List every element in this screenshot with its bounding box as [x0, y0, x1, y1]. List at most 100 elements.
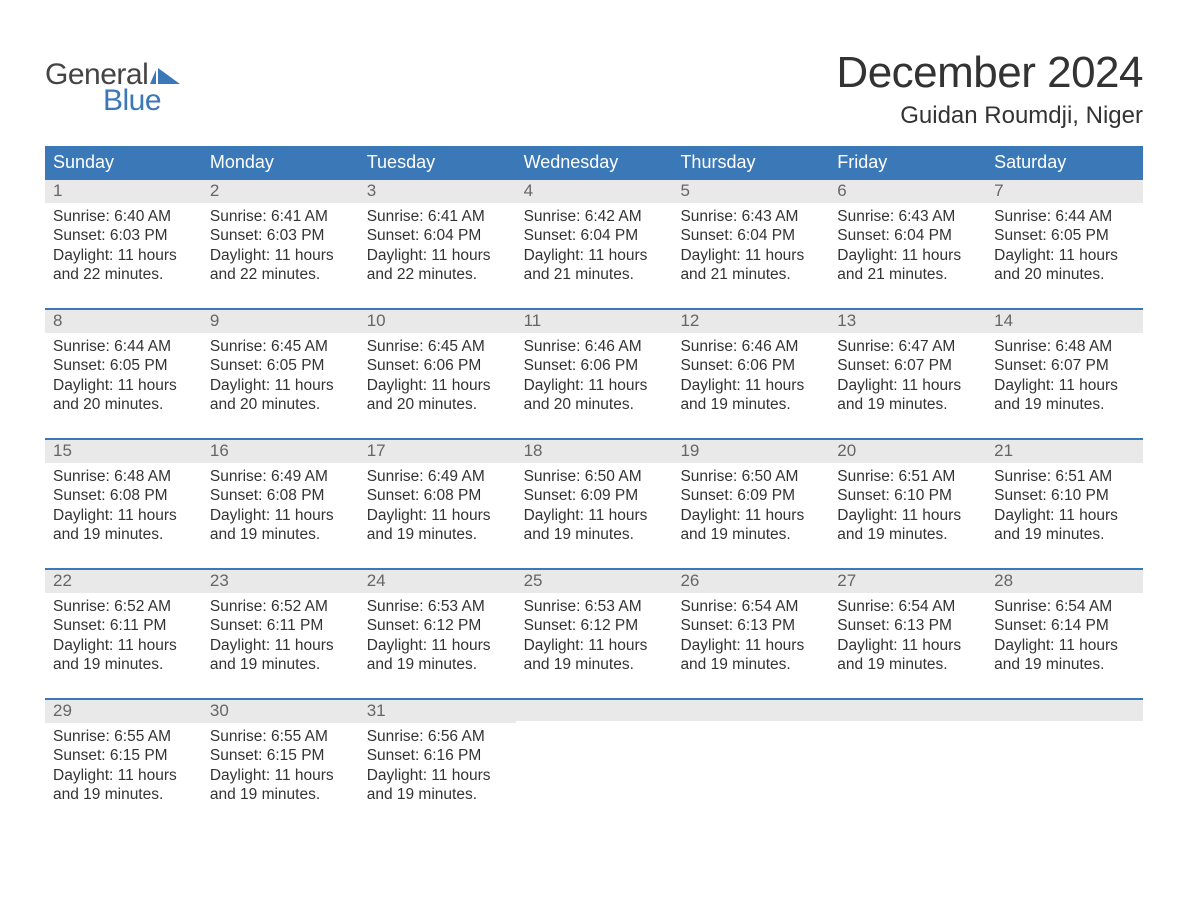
- sunset-line: Sunset: 6:07 PM: [994, 356, 1135, 375]
- daylight-line1: Daylight: 11 hours: [53, 766, 194, 785]
- sunrise-line: Sunrise: 6:53 AM: [524, 597, 665, 616]
- day-number-row: 4: [516, 180, 673, 203]
- day-cell: 3Sunrise: 6:41 AMSunset: 6:04 PMDaylight…: [359, 180, 516, 308]
- daylight-line1: Daylight: 11 hours: [53, 376, 194, 395]
- day-number-row: 12: [672, 310, 829, 333]
- day-number-row: 15: [45, 440, 202, 463]
- daylight-line1: Daylight: 11 hours: [680, 246, 821, 265]
- daylight-line2: and 21 minutes.: [524, 265, 665, 284]
- sunrise-line: Sunrise: 6:45 AM: [210, 337, 351, 356]
- day-number-row: 21: [986, 440, 1143, 463]
- day-body: Sunrise: 6:52 AMSunset: 6:11 PMDaylight:…: [202, 593, 359, 681]
- sunrise-line: Sunrise: 6:53 AM: [367, 597, 508, 616]
- day-cell: 25 Sunrise: 6:53 AMSunset: 6:12 PMDayligh…: [516, 570, 673, 698]
- day-number: 2: [210, 181, 219, 200]
- daylight-line2: and 19 minutes.: [837, 525, 978, 544]
- sunrise-line: Sunrise: 6:44 AM: [994, 207, 1135, 226]
- day-number-row: 18: [516, 440, 673, 463]
- daylight-line2: and 19 minutes.: [210, 655, 351, 674]
- day-number-row: 5: [672, 180, 829, 203]
- day-number: 10: [367, 311, 386, 330]
- weekday-saturday: Saturday: [986, 146, 1143, 180]
- sunrise-line: Sunrise: 6:46 AM: [524, 337, 665, 356]
- daylight-line1: Daylight: 11 hours: [837, 246, 978, 265]
- day-number: 9: [210, 311, 219, 330]
- daylight-line2: and 20 minutes.: [210, 395, 351, 414]
- daylight-line1: Daylight: 11 hours: [994, 636, 1135, 655]
- day-number-row: 14: [986, 310, 1143, 333]
- daylight-line2: and 19 minutes.: [994, 525, 1135, 544]
- logo-flag-icon: [150, 64, 180, 84]
- daylight-line1: Daylight: 11 hours: [53, 636, 194, 655]
- daylight-line1: Daylight: 11 hours: [524, 636, 665, 655]
- sunset-line: Sunset: 6:15 PM: [210, 746, 351, 765]
- daylight-line2: and 21 minutes.: [837, 265, 978, 284]
- week-row: 15 Sunrise: 6:48 AMSunset: 6:08 PMDayligh…: [45, 438, 1143, 568]
- day-number: 30: [210, 701, 229, 720]
- day-body: Sunrise: 6:45 AMSunset: 6:05 PMDaylight:…: [202, 333, 359, 421]
- daylight-line1: Daylight: 11 hours: [680, 506, 821, 525]
- week-row: 22Sunrise: 6:52 AMSunset: 6:11 PMDayligh…: [45, 568, 1143, 698]
- day-number-row: 7: [986, 180, 1143, 203]
- sunrise-line: Sunrise: 6:45 AM: [367, 337, 508, 356]
- sunrise-line: Sunrise: 6:50 AM: [524, 467, 665, 486]
- day-body: Sunrise: 6:53 AMSunset: 6:12 PMDaylight:…: [359, 593, 516, 681]
- day-number: 8: [53, 311, 62, 330]
- day-number-row: 31: [359, 700, 516, 723]
- week-row: 29Sunrise: 6:55 AMSunset: 6:15 PMDayligh…: [45, 698, 1143, 828]
- day-number-row: 6: [829, 180, 986, 203]
- day-cell: 11Sunrise: 6:46 AMSunset: 6:06 PMDayligh…: [516, 310, 673, 438]
- sunrise-line: Sunrise: 6:55 AM: [53, 727, 194, 746]
- day-number: 3: [367, 181, 376, 200]
- title-block: December 2024 Guidan Roumdji, Niger: [836, 40, 1143, 140]
- day-cell: 2Sunrise: 6:41 AMSunset: 6:03 PMDaylight…: [202, 180, 359, 308]
- header: General Blue December 2024 Guidan Roumdj…: [45, 40, 1143, 140]
- sunset-line: Sunset: 6:06 PM: [680, 356, 821, 375]
- sunset-line: Sunset: 6:15 PM: [53, 746, 194, 765]
- sunrise-line: Sunrise: 6:49 AM: [367, 467, 508, 486]
- daylight-line2: and 20 minutes.: [53, 395, 194, 414]
- daylight-line1: Daylight: 11 hours: [367, 246, 508, 265]
- daylight-line2: and 19 minutes.: [53, 655, 194, 674]
- sunset-line: Sunset: 6:03 PM: [210, 226, 351, 245]
- daylight-line1: Daylight: 11 hours: [994, 376, 1135, 395]
- sunset-line: Sunset: 6:12 PM: [524, 616, 665, 635]
- day-cell: 9 Sunrise: 6:45 AMSunset: 6:05 PMDaylight…: [202, 310, 359, 438]
- day-body: Sunrise: 6:54 AMSunset: 6:13 PMDaylight:…: [829, 593, 986, 681]
- day-number: 18: [524, 441, 543, 460]
- sunrise-line: Sunrise: 6:51 AM: [994, 467, 1135, 486]
- weekday-tuesday: Tuesday: [359, 146, 516, 180]
- day-number: 13: [837, 311, 856, 330]
- day-number: 26: [680, 571, 699, 590]
- day-number: 5: [680, 181, 689, 200]
- sunrise-line: Sunrise: 6:49 AM: [210, 467, 351, 486]
- day-number-row: 27: [829, 570, 986, 593]
- day-cell: 26Sunrise: 6:54 AMSunset: 6:13 PMDayligh…: [672, 570, 829, 698]
- day-cell: [516, 700, 673, 828]
- sunrise-line: Sunrise: 6:54 AM: [837, 597, 978, 616]
- daylight-line1: Daylight: 11 hours: [367, 376, 508, 395]
- sunset-line: Sunset: 6:04 PM: [524, 226, 665, 245]
- day-cell: 7Sunrise: 6:44 AMSunset: 6:05 PMDaylight…: [986, 180, 1143, 308]
- day-cell: 22Sunrise: 6:52 AMSunset: 6:11 PMDayligh…: [45, 570, 202, 698]
- sunrise-line: Sunrise: 6:48 AM: [994, 337, 1135, 356]
- sunrise-line: Sunrise: 6:52 AM: [210, 597, 351, 616]
- day-number: 1: [53, 181, 62, 200]
- day-number-row: 19: [672, 440, 829, 463]
- day-number-row-empty: [986, 700, 1143, 721]
- day-cell: 20Sunrise: 6:51 AMSunset: 6:10 PMDayligh…: [829, 440, 986, 568]
- day-number: 15: [53, 441, 72, 460]
- daylight-line1: Daylight: 11 hours: [837, 506, 978, 525]
- day-body: Sunrise: 6:46 AMSunset: 6:06 PMDaylight:…: [516, 333, 673, 421]
- sunset-line: Sunset: 6:05 PM: [994, 226, 1135, 245]
- day-number-row: 9: [202, 310, 359, 333]
- daylight-line2: and 21 minutes.: [680, 265, 821, 284]
- day-body: Sunrise: 6:49 AMSunset: 6:08 PMDaylight:…: [202, 463, 359, 551]
- day-body: Sunrise: 6:48 AMSunset: 6:08 PMDaylight:…: [45, 463, 202, 551]
- day-number-row: 10: [359, 310, 516, 333]
- sunset-line: Sunset: 6:05 PM: [210, 356, 351, 375]
- day-cell: 17Sunrise: 6:49 AMSunset: 6:08 PMDayligh…: [359, 440, 516, 568]
- day-cell: 5Sunrise: 6:43 AMSunset: 6:04 PMDaylight…: [672, 180, 829, 308]
- daylight-line1: Daylight: 11 hours: [53, 506, 194, 525]
- day-number: 25: [524, 571, 543, 590]
